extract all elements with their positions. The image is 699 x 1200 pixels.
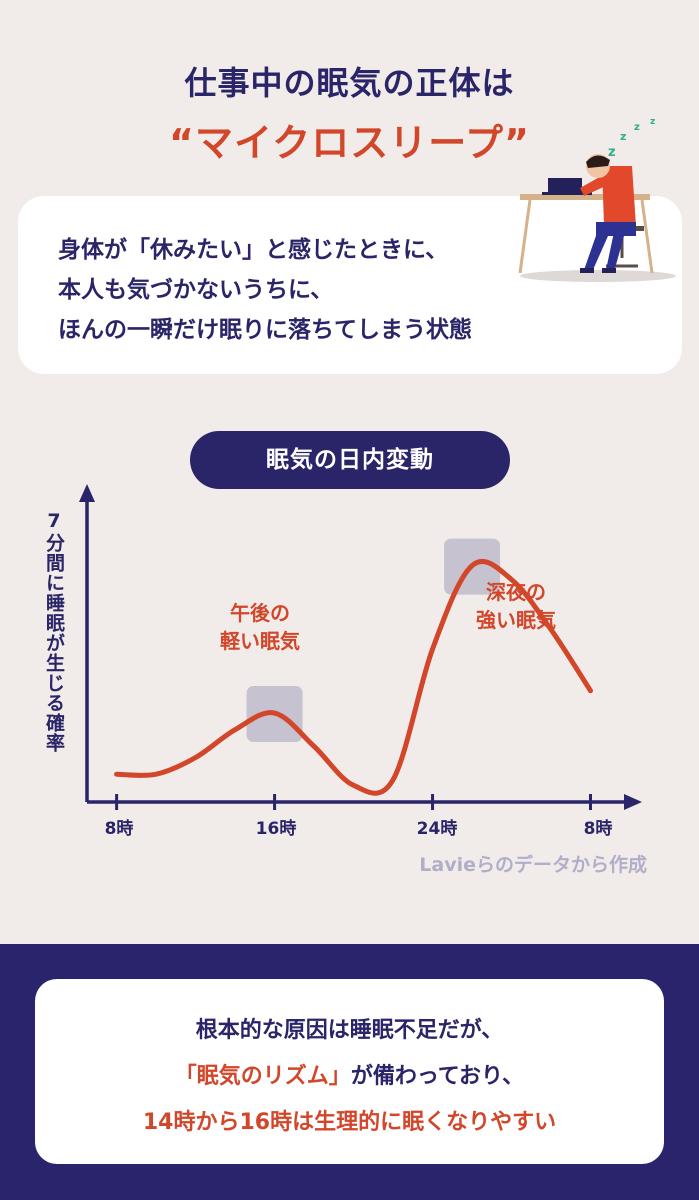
svg-text:z: z	[620, 130, 626, 143]
definition-line: 身体が「休みたい」と感じたときに、	[58, 237, 449, 263]
sleeping-worker-at-desk-icon: z z z z	[518, 117, 676, 282]
series-line	[114, 558, 594, 796]
desk	[520, 194, 650, 200]
summary-text: が備わっており、	[350, 1064, 525, 1089]
page-title: 仕事中の眠気の正体は	[184, 64, 515, 102]
x-tick-label: 24時	[416, 819, 458, 839]
annotation-line: 午後の	[230, 601, 290, 625]
annotation-line: 軽い眠気	[220, 629, 300, 653]
definition-line: 本人も気づかないうちに、	[58, 277, 334, 303]
summary-line: 「眠気のリズム」が備わっており、	[35, 1058, 664, 1090]
laptop	[548, 178, 582, 194]
summary-highlight: 「眠気のリズム」	[174, 1064, 351, 1089]
svg-text:z: z	[634, 122, 640, 133]
floor-shadow	[520, 270, 676, 282]
page-subtitle: “マイクロスリープ”	[169, 121, 530, 165]
definition-line: ほんの一瞬だけ眠りに落ちてしまう状態	[58, 317, 472, 343]
summary-line: 14時から16時は生理的に眠くなりやすい	[142, 1110, 557, 1135]
x-tick-label: 8時	[104, 819, 134, 839]
definition-card: 身体が「休みたい」と感じたときに、 本人も気づかないうちに、 ほんの一瞬だけ眠り…	[18, 196, 682, 374]
annotation-line: 強い眠気	[476, 608, 556, 632]
x-axis-arrow	[624, 794, 642, 810]
summary-line: 根本的な原因は睡眠不足だが、	[195, 1018, 504, 1043]
y-axis-label: 7分間に睡眠が生じる確率	[43, 510, 65, 753]
summary-card: 根本的な原因は睡眠不足だが、 「眠気のリズム」が備わっており、 14時から16時…	[35, 979, 664, 1164]
definition-text: 身体が「休みたい」と感じたときに、 本人も気づかないうちに、 ほんの一瞬だけ眠り…	[58, 230, 472, 350]
zzz-icon: z	[608, 145, 616, 160]
chart-source: Lavieらのデータから作成	[419, 854, 647, 876]
annotation-afternoon: 午後の 軽い眠気	[200, 599, 320, 655]
y-axis-arrow	[79, 484, 95, 502]
annotation-line: 深夜の	[486, 580, 546, 604]
x-tick-label: 16時	[255, 819, 297, 839]
sleepiness-chart	[79, 484, 642, 810]
svg-text:z: z	[650, 117, 655, 127]
x-tick-label: 8時	[583, 819, 613, 839]
chart-title: 眠気の日内変動	[190, 431, 510, 489]
annotation-night: 深夜の 強い眠気	[456, 578, 576, 634]
